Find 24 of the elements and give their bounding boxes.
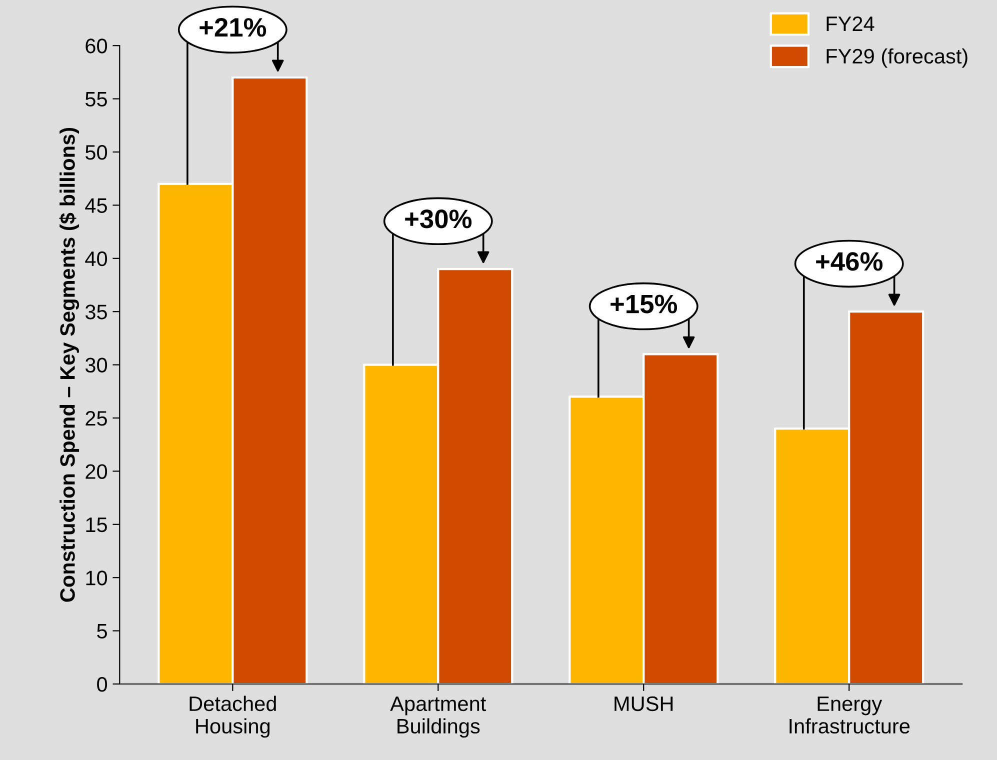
y-tick-label: 60 xyxy=(86,38,108,54)
x-tick-label: Energy Infrastructure xyxy=(790,696,910,734)
legend-label: FY24 xyxy=(826,16,874,31)
y-tick-label: 5 xyxy=(97,624,107,639)
y-tick-label: 10 xyxy=(86,570,108,586)
y-tick-label: 15 xyxy=(86,518,107,532)
y-tick-label: 30 xyxy=(85,358,108,373)
y-tick-label: 55 xyxy=(85,92,107,107)
y-tick-label: 35 xyxy=(85,304,107,320)
annotation: +15% xyxy=(610,294,678,314)
annotation: +21% xyxy=(200,18,266,37)
y-tick-label: 40 xyxy=(85,251,108,266)
y-tick-label: 20 xyxy=(86,464,108,479)
y-tick-label: 45 xyxy=(85,198,107,213)
annotation: +46% xyxy=(816,252,883,271)
x-tick-label: MUSH xyxy=(614,696,673,712)
y-tick-label: 50 xyxy=(85,145,108,160)
x-tick-label: Detached Housing xyxy=(190,696,276,738)
annotation: +30% xyxy=(405,210,472,228)
legend-label: FY29 (forecast) xyxy=(826,48,968,68)
y-axis-title: Construction Spend – Key Segments ($ billions) xyxy=(59,128,80,602)
y-tick-label: 25 xyxy=(86,411,107,426)
y-tick-label: 0 xyxy=(97,677,108,692)
x-tick-label: Apartment Buildings xyxy=(390,696,486,738)
